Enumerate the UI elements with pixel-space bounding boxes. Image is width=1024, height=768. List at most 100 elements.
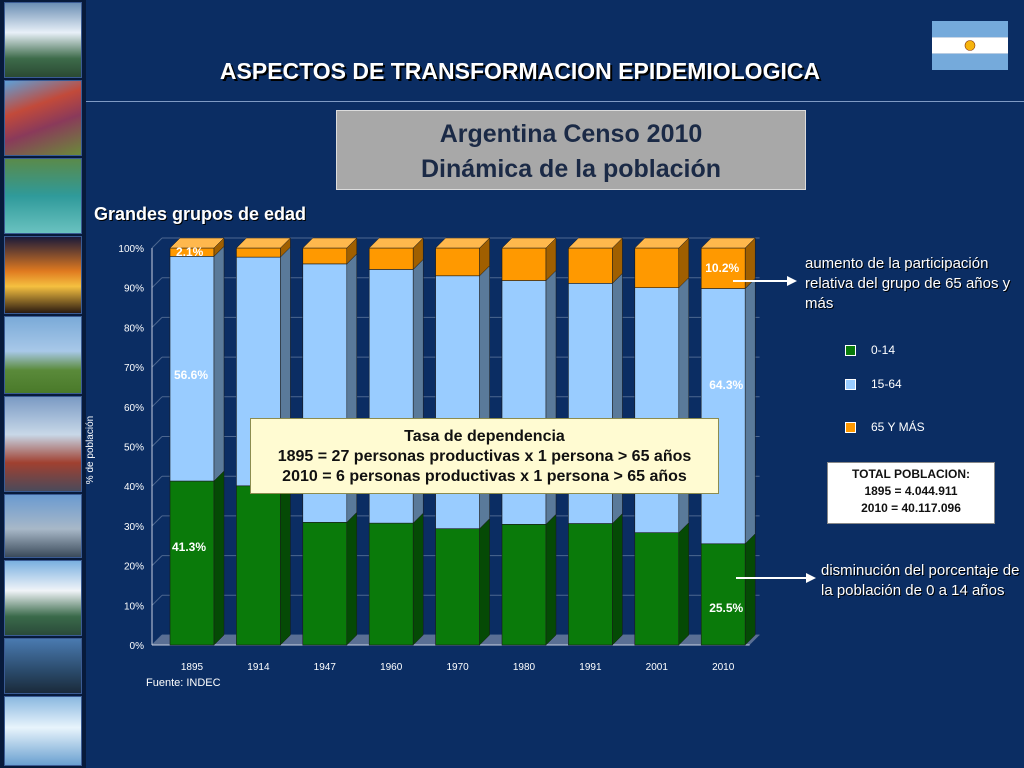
x-tick-label: 2001 bbox=[646, 662, 669, 673]
bar-segment-65-Y-MÁS-1980 bbox=[501, 247, 547, 281]
bar-segment-65-Y-MÁS-2001 bbox=[634, 247, 680, 289]
data-label-2010-15-64: 64.3% bbox=[709, 378, 743, 392]
bar-top-1914 bbox=[235, 237, 292, 249]
y-tick-label: 0% bbox=[130, 641, 145, 652]
total-title: TOTAL POBLACION: bbox=[852, 467, 970, 481]
legend-swatch-0-14 bbox=[845, 345, 856, 356]
y-axis-title: % de población bbox=[85, 416, 96, 484]
chart-subtitle: Grandes grupos de edad bbox=[94, 204, 307, 224]
legend-swatch-15-64 bbox=[845, 379, 856, 390]
legend-label-65: 65 Y MÁS bbox=[871, 420, 925, 434]
bar-segment-0-14-1980 bbox=[501, 524, 547, 646]
data-label-1895-15-64: 56.6% bbox=[174, 368, 208, 382]
dependency-box: Tasa de dependencia 1895 = 27 personas p… bbox=[250, 418, 719, 494]
bar-side-1914 bbox=[280, 475, 291, 646]
dependency-title: Tasa de dependencia bbox=[404, 428, 565, 445]
legend-label-0-14: 0-14 bbox=[871, 343, 896, 357]
x-tick-label: 1970 bbox=[446, 662, 469, 673]
gridline bbox=[151, 277, 163, 289]
bar-segment-65-Y-MÁS-1914 bbox=[236, 247, 281, 258]
bar-segment-0-14-1914 bbox=[236, 485, 281, 646]
gridline bbox=[151, 356, 163, 368]
y-tick-label: 50% bbox=[124, 443, 144, 454]
x-tick-label: 1980 bbox=[513, 662, 536, 673]
photo-sidebar bbox=[0, 0, 86, 768]
y-tick-label: 40% bbox=[124, 482, 144, 493]
bar-segment-15-64-2001 bbox=[634, 287, 680, 533]
y-tick-label: 30% bbox=[124, 522, 144, 533]
bar-segment-65-Y-MÁS-1960 bbox=[368, 247, 414, 270]
note-increase-65: aumento de la participación relativa del… bbox=[805, 255, 1011, 312]
chart-title-line2: Dinámica de la población bbox=[420, 155, 722, 183]
bar-side-2001 bbox=[678, 522, 690, 646]
y-tick-label: 20% bbox=[124, 562, 144, 573]
bar-top-1895 bbox=[169, 237, 225, 249]
bar-side-1895 bbox=[213, 470, 225, 646]
y-tick-label: 80% bbox=[124, 323, 144, 334]
divider bbox=[86, 101, 1024, 102]
gridline bbox=[151, 317, 163, 328]
bar-top-1960 bbox=[368, 237, 424, 249]
bar-segment-0-14-1947 bbox=[302, 522, 348, 646]
dependency-line-1895: 1895 = 27 personas productivas x 1 perso… bbox=[277, 448, 692, 465]
river-photo bbox=[4, 158, 82, 234]
bar-side-1991 bbox=[612, 512, 623, 646]
gridline bbox=[151, 237, 163, 249]
bar-side-2010 bbox=[744, 277, 756, 545]
cattle-photo bbox=[4, 316, 82, 394]
bar-side-1895 bbox=[213, 245, 225, 482]
x-tick-label: 1960 bbox=[380, 662, 403, 673]
bar-segment-15-64-2010 bbox=[700, 288, 746, 545]
note-decrease-0-14: disminución del porcentaje de la poblaci… bbox=[821, 562, 1020, 599]
data-label-1895-65: 2.1% bbox=[176, 245, 204, 259]
page-title: ASPECTOS DE TRANSFORMACION EPIDEMIOLOGIC… bbox=[219, 58, 821, 84]
x-tick-label: 1914 bbox=[247, 662, 270, 673]
gridline bbox=[151, 475, 163, 487]
source-note: Fuente: INDEC bbox=[146, 677, 221, 689]
waterfall-photo bbox=[4, 2, 82, 78]
x-tick-label: 2010 bbox=[712, 662, 735, 673]
bar-segment-0-14-2010 bbox=[700, 543, 746, 646]
data-label-1895-0-14: 41.3% bbox=[172, 540, 206, 554]
bar-segment-0-14-1895 bbox=[169, 480, 215, 646]
bar-segment-15-64-1895 bbox=[169, 256, 215, 482]
bar-side-2010 bbox=[744, 533, 756, 646]
argentina-flag-icon bbox=[932, 21, 1008, 70]
x-tick-label: 1895 bbox=[181, 662, 204, 673]
gridline bbox=[151, 396, 163, 408]
bar-top-1991 bbox=[567, 237, 624, 249]
mountain-photo bbox=[4, 560, 82, 636]
bar-side-1960 bbox=[412, 512, 424, 646]
bar-side-1947 bbox=[346, 511, 358, 646]
y-tick-label: 100% bbox=[118, 244, 144, 255]
bar-segment-0-14-1960 bbox=[368, 522, 414, 646]
bar-top-2001 bbox=[634, 237, 690, 249]
legend-swatch-65 bbox=[845, 422, 856, 433]
total-population-box: TOTAL POBLACION: 1895 = 4.044.911 2010 =… bbox=[827, 462, 995, 524]
bar-segment-0-14-1991 bbox=[568, 523, 613, 646]
bar-segment-0-14-2001 bbox=[634, 532, 680, 646]
total-2010: 2010 = 40.117.096 bbox=[861, 501, 961, 515]
hills-photo bbox=[4, 80, 82, 156]
x-tick-label: 1947 bbox=[314, 662, 337, 673]
y-tick-label: 90% bbox=[124, 284, 144, 295]
bar-segment-65-Y-MÁS-1991 bbox=[568, 247, 613, 284]
y-tick-label: 60% bbox=[124, 403, 144, 414]
legend-label-15-64: 15-64 bbox=[871, 377, 902, 391]
x-tick-label: 1991 bbox=[579, 662, 602, 673]
whale-photo bbox=[4, 638, 82, 694]
bar-top-1980 bbox=[501, 237, 557, 249]
dependency-line-2010: 2010 = 6 personas productivas x 1 person… bbox=[282, 468, 687, 485]
gridline bbox=[151, 515, 163, 527]
obelisk-photo bbox=[4, 396, 82, 492]
gridline bbox=[151, 436, 163, 447]
data-label-2010-0-14: 25.5% bbox=[709, 601, 743, 615]
total-1895: 1895 = 4.044.911 bbox=[864, 484, 958, 498]
city-photo bbox=[4, 494, 82, 558]
bar-top-1970 bbox=[434, 237, 491, 249]
bar-segment-65-Y-MÁS-1970 bbox=[435, 247, 480, 277]
bar-side-1970 bbox=[479, 518, 490, 646]
gridline bbox=[151, 594, 163, 606]
bar-side-1980 bbox=[545, 513, 557, 646]
bar-top-1947 bbox=[302, 237, 358, 249]
